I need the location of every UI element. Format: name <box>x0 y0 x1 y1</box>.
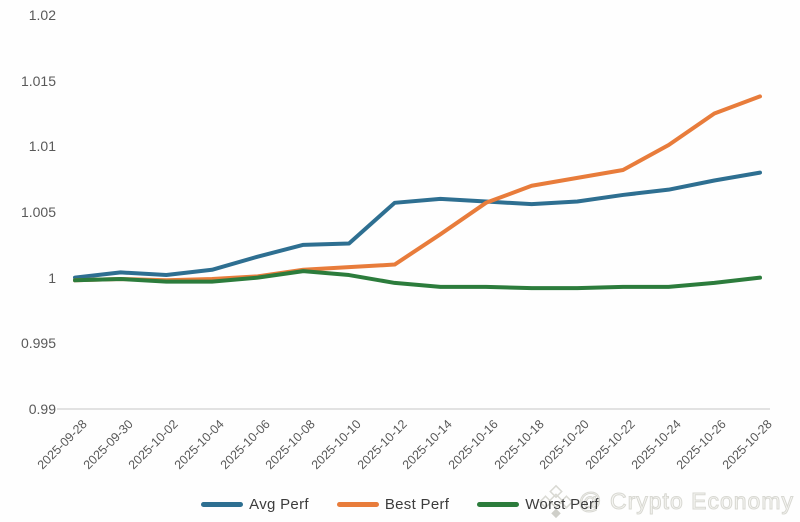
y-axis-tick-label: 1.02 <box>28 7 56 23</box>
chart-legend: Avg Perf Best Perf Worst Perf <box>0 496 800 513</box>
y-axis-tick-label: 1.005 <box>20 204 56 220</box>
legend-label: Avg Perf <box>249 496 309 513</box>
legend-swatch <box>477 502 520 507</box>
y-axis-tick-label: 1 <box>48 269 56 286</box>
legend-item-worst-perf: Worst Perf <box>477 496 599 513</box>
legend-swatch <box>336 502 379 507</box>
series-line-best-perf <box>73 94 762 283</box>
series-line-avg-perf <box>73 170 762 280</box>
watermark-text: @ Crypto Economy <box>578 487 794 514</box>
y-axis-tick-label: 0.995 <box>20 335 56 352</box>
legend-item-best-perf: Best Perf <box>336 496 450 513</box>
binance-diamond-icon <box>539 484 574 519</box>
legend-label: Worst Perf <box>525 496 599 513</box>
y-axis-tick-label: 1.015 <box>20 72 56 89</box>
legend-item-avg-perf: Avg Perf <box>201 496 309 513</box>
series-line-worst-perf <box>73 269 762 291</box>
legend-label: Best Perf <box>384 496 450 513</box>
legend-swatch <box>201 502 244 507</box>
y-axis-tick-label: 0.99 <box>28 401 56 417</box>
watermark: @ Crypto Economy <box>537 482 794 520</box>
y-axis-tick-label: 1.01 <box>28 138 56 155</box>
